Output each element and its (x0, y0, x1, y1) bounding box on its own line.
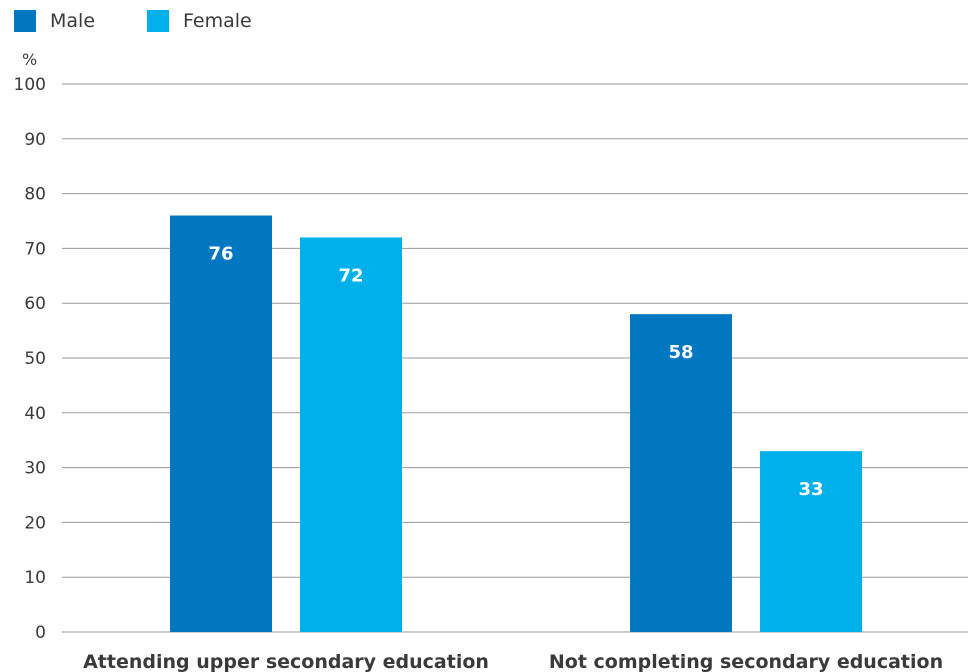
y-tick-label: 20 (24, 513, 46, 533)
bar (760, 451, 862, 632)
y-tick-label: 70 (24, 239, 46, 259)
bar (630, 314, 732, 632)
legend-item-male: Male (14, 10, 95, 32)
bar (300, 237, 402, 632)
legend-label-male: Male (50, 10, 96, 32)
bar (170, 215, 272, 632)
legend-item-female: Female (147, 10, 252, 32)
data-label: 33 (798, 479, 823, 500)
legend-swatch-male (14, 10, 36, 32)
data-label: 72 (338, 265, 363, 286)
y-tick-label: 10 (24, 568, 46, 588)
y-tick-label: 40 (24, 404, 46, 424)
y-tick-label: 50 (24, 349, 46, 369)
x-category-label: Not completing secondary education (549, 651, 943, 672)
data-label: 58 (668, 342, 693, 363)
y-tick-label: 60 (24, 294, 46, 314)
y-tick-label: 90 (24, 130, 46, 150)
y-tick-label: 80 (24, 185, 46, 205)
y-tick-label: 100 (14, 75, 46, 95)
legend-swatch-female (147, 10, 170, 32)
legend: Male Female (14, 10, 304, 32)
y-tick-label: 0 (35, 623, 46, 643)
data-label: 76 (208, 244, 233, 265)
y-tick-label: 30 (24, 459, 46, 479)
legend-label-female: Female (183, 10, 252, 32)
x-category-label: Attending upper secondary education (83, 651, 489, 672)
y-axis-unit: % (22, 50, 38, 69)
